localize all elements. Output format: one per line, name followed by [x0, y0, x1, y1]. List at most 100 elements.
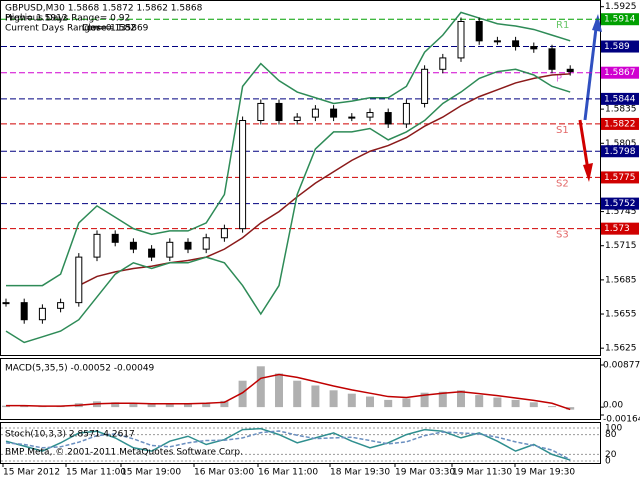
macd-bar: [511, 399, 520, 408]
y-tick-label: 0: [605, 457, 611, 467]
macd-bar: [366, 396, 374, 408]
x-tick-label: 19 Mar 19:30: [515, 468, 575, 478]
signal-arrows: [578, 14, 602, 182]
panel-title: MACD(5,35,5) -0.00052 -0.00049: [5, 364, 155, 374]
y-tick-label: 0.00877: [603, 361, 640, 371]
copyright: BMP Meta, © 2001-2011 MetaQuotes Softwar…: [5, 448, 243, 458]
y-tick-label: 1.5655: [605, 310, 637, 320]
candle: [75, 256, 83, 304]
macd-bar: [347, 393, 356, 408]
candle: [512, 40, 520, 48]
y-tick-label: 1.5715: [605, 241, 637, 251]
x-tick-label: 19 Mar 11:30: [452, 468, 512, 478]
candle: [184, 241, 192, 250]
candle: [493, 40, 501, 43]
indicator-line: [78, 73, 571, 287]
x-tick-label: 15 Mar 11:00: [66, 468, 126, 478]
level-box: [601, 171, 639, 184]
candle: [257, 102, 265, 122]
level-box: [601, 145, 639, 158]
level-label: 1.5775: [604, 173, 636, 183]
candle: [57, 302, 65, 309]
macd-bar: [384, 399, 393, 408]
x-tick-label: 16 Mar 03:00: [194, 468, 254, 478]
x-tick-label: 19 Mar 03:30: [395, 468, 455, 478]
macd-bar: [457, 390, 465, 408]
level-label: 1.5914: [604, 15, 636, 25]
x-tick-label: 18 Mar 19:30: [330, 468, 390, 478]
y-tick-label: 1.5745: [605, 207, 637, 217]
chart-title: GBPUSD,M30 1.5868 1.5872 1.5862 1.5868: [5, 4, 203, 14]
candle: [93, 233, 101, 258]
candle: [366, 112, 374, 118]
pivot-name: S3: [556, 230, 569, 241]
candle: [530, 46, 538, 50]
macd-bar: [111, 402, 120, 408]
macd-bar: [20, 406, 29, 408]
macd-bar: [129, 403, 138, 408]
y-tick-label: 1.5625: [605, 344, 637, 354]
stoch-line: [5, 430, 571, 461]
macd-bar: [529, 402, 538, 408]
macd-bar: [165, 403, 174, 408]
macd-bar: [311, 385, 320, 408]
candle: [293, 116, 301, 122]
candle: [275, 102, 283, 122]
macd-bar: [238, 380, 247, 408]
x-tick-label: 15 Mar 19:00: [121, 468, 181, 478]
annotation: Low= 1.582: [82, 24, 136, 34]
annotation: High= 1.5912: [5, 14, 68, 24]
annotation: Close= 1.5869: [82, 24, 149, 34]
y-tick-label: 1.5835: [605, 105, 637, 115]
x-tick-label: 16 Mar 11:00: [258, 468, 318, 478]
candle: [111, 233, 119, 243]
pivot-name: S1: [556, 125, 569, 136]
y-tick-label: 1.5805: [605, 139, 637, 149]
level-box: [601, 222, 639, 235]
candle: [239, 120, 247, 230]
candle: [548, 48, 556, 70]
macd-bar: [293, 380, 302, 408]
y-tick-label: 100: [605, 424, 622, 434]
pivot-name: R1: [556, 20, 569, 31]
stoch-line: [5, 427, 571, 461]
macd-bar: [438, 391, 447, 408]
candle: [439, 57, 447, 70]
candle: [457, 20, 465, 59]
signal-line: [6, 373, 571, 411]
y-tick-label: 0.00: [603, 401, 623, 411]
macd-bar: [184, 403, 192, 408]
panel-title: Stoch(10,3,3) 2.8571 4.2617: [5, 430, 135, 440]
level-box: [601, 197, 639, 210]
level-label: 1.589: [604, 42, 630, 52]
y-tick-label: 80: [605, 430, 617, 440]
candle: [38, 307, 46, 321]
indicator-line: [5, 68, 571, 344]
x-tick-label: 15 Mar 2012: [3, 468, 60, 478]
candle: [2, 302, 10, 305]
candle: [402, 102, 410, 125]
candle: [330, 108, 338, 118]
macd-bar: [275, 373, 283, 408]
level-box: [601, 66, 639, 79]
level-box: [601, 40, 639, 53]
candle: [129, 241, 137, 250]
macd-bar: [493, 397, 502, 408]
level-box: [601, 13, 639, 26]
y-tick-label: 1.5685: [605, 275, 637, 285]
macd-bar: [548, 406, 556, 408]
level-box: [601, 117, 639, 130]
y-tick-label: 1.5925: [605, 2, 637, 12]
macd-bar: [566, 407, 575, 410]
pivot-name: S2: [556, 178, 569, 189]
candle: [421, 68, 429, 104]
candle: [566, 68, 574, 73]
candle: [475, 20, 483, 42]
macd-bar: [220, 400, 229, 408]
level-label: 1.5798: [604, 147, 636, 157]
candle: [220, 228, 228, 239]
candle: [148, 248, 156, 258]
macd-bar: [329, 390, 338, 408]
y-tick-label: -0.00164: [603, 415, 640, 425]
